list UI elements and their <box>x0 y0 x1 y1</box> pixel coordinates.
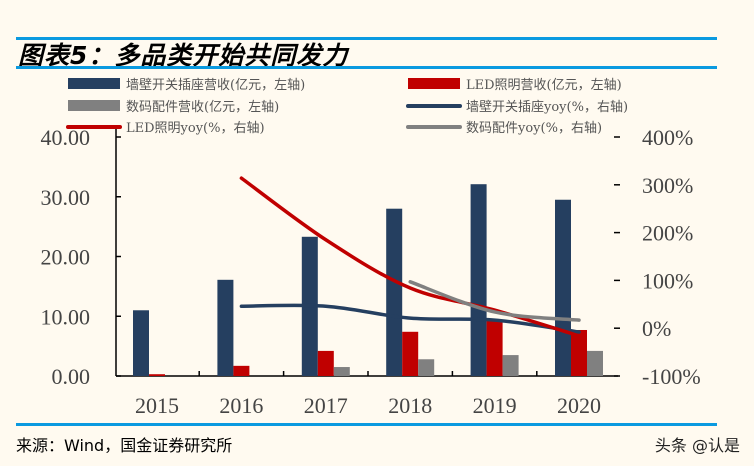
legend-label: 墙壁开关插座营收(亿元，左轴) <box>126 78 305 93</box>
left-tick-label: 20.00 <box>41 245 91 270</box>
bar-3-2019 <box>502 355 519 376</box>
bar-2-2019 <box>486 319 503 376</box>
legend-label: 数码配件营收(亿元，左轴) <box>126 100 279 115</box>
bar-3-2018 <box>418 359 435 376</box>
watermark: 头条 @认是 <box>654 436 740 455</box>
bar-1-2016 <box>217 279 234 376</box>
title-rule <box>16 66 717 69</box>
bar-2-2020 <box>571 329 587 376</box>
bar-1-2018 <box>386 208 403 376</box>
source-note: 来源：Wind，国金证券研究所 <box>16 436 233 455</box>
bar-2-2015 <box>149 374 165 376</box>
line-series-2 <box>239 176 581 338</box>
legend-label: 数码配件yoy(%，右轴) <box>466 121 602 136</box>
legend-label: LED照明yoy(%，右轴) <box>126 121 265 136</box>
bar-2-2017 <box>317 350 334 376</box>
x-tick-label: 2018 <box>388 393 432 418</box>
chart-title: 图表5：多品类开始共同发力 <box>18 41 349 70</box>
legend-label: 墙壁开关插座yoy(%，右轴) <box>466 100 628 115</box>
bar-2-2018 <box>402 331 419 376</box>
left-tick-label: 40.00 <box>41 125 91 150</box>
bar-1-2019 <box>470 184 487 376</box>
x-tick-label: 2017 <box>304 393 348 418</box>
left-tick-label: 10.00 <box>41 304 91 329</box>
right-tick-label: -100% <box>642 364 701 389</box>
legend-swatch <box>68 78 120 89</box>
right-tick-label: 0% <box>642 316 671 341</box>
top-rule <box>16 37 717 40</box>
right-tick-label: 400% <box>642 125 693 150</box>
bar-2-2016 <box>233 365 250 376</box>
line-series-3 <box>408 280 581 322</box>
bar-3-2017 <box>333 367 350 376</box>
bar-3-2020 <box>587 350 603 376</box>
right-tick-label: 300% <box>642 173 693 198</box>
legend-label: LED照明营收(亿元，左轴) <box>466 78 622 93</box>
bottom-rule <box>16 423 717 426</box>
bar-1-2015 <box>133 310 149 376</box>
right-tick-label: 200% <box>642 221 693 246</box>
right-tick-label: 100% <box>642 268 693 293</box>
legend-swatch <box>68 100 120 111</box>
left-tick-label: 30.00 <box>41 185 91 210</box>
left-tick-label: 0.00 <box>52 364 91 389</box>
legend-swatch <box>408 78 460 89</box>
bar-1-2020 <box>555 199 571 376</box>
x-tick-label: 2019 <box>473 393 517 418</box>
x-tick-label: 2015 <box>135 393 179 418</box>
x-tick-label: 2020 <box>557 393 601 418</box>
line-series-1 <box>239 303 581 334</box>
x-tick-label: 2016 <box>219 393 263 418</box>
